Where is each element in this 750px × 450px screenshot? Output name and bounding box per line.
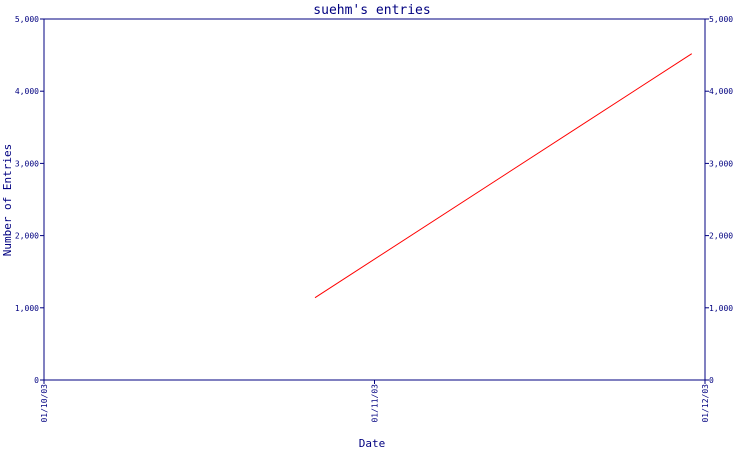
y-tick-left-label: 3,000 — [15, 159, 39, 168]
y-axis-title: Number of Entries — [1, 144, 14, 257]
y-tick-left-label: 0 — [34, 376, 39, 385]
y-tick-right-label: 4,000 — [709, 87, 733, 96]
y-tick-right-label: 0 — [709, 376, 714, 385]
y-tick-right-label: 2,000 — [709, 232, 733, 241]
plot-frame — [43, 18, 706, 381]
y-tick-left-label: 5,000 — [15, 15, 39, 24]
y-tick-left-label: 1,000 — [15, 304, 39, 313]
y-tick-left-label: 2,000 — [15, 232, 39, 241]
x-tick-label: 01/11/03 — [371, 384, 380, 423]
x-axis-title: Date — [359, 437, 386, 450]
chart-title: suehm's entries — [313, 3, 430, 18]
x-tick-label: 01/10/03 — [40, 384, 49, 423]
x-tick-label: 01/12/03 — [701, 384, 710, 423]
y-tick-right-label: 1,000 — [709, 304, 733, 313]
y-tick-left-label: 4,000 — [15, 87, 39, 96]
y-tick-right-label: 3,000 — [709, 159, 733, 168]
series-line — [314, 53, 693, 299]
y-tick-right-label: 5,000 — [709, 15, 733, 24]
